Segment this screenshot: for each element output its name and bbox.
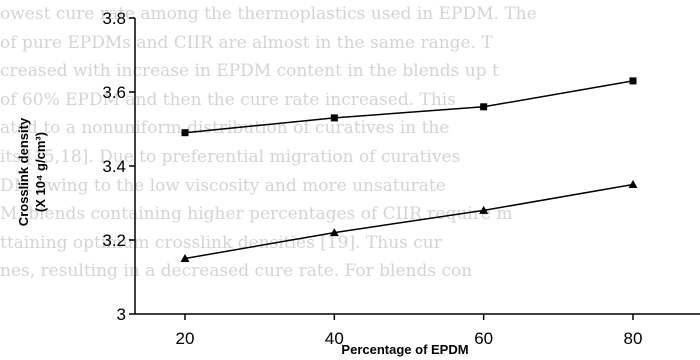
x-tick-label: 40: [325, 329, 344, 348]
background-text-line: DM owing to the low viscosity and more u…: [0, 175, 446, 196]
series-2-point: [180, 254, 190, 262]
background-text-line: of pure EPDMs and CIIR are almost in the…: [0, 32, 493, 53]
series-2-point: [479, 205, 489, 214]
x-tick-label: 80: [624, 329, 643, 348]
y-tick-label: 3.6: [102, 83, 126, 102]
y-tick-label: 3: [117, 305, 126, 324]
y-tick-label: 3.8: [102, 9, 126, 28]
y-axis-title: Crosslink density (X 10⁴ g/cm³): [16, 117, 48, 226]
background-text-line: nes, resulting in a decreased cure rate.…: [0, 261, 473, 282]
series-2-point: [329, 228, 339, 237]
series-1-point: [480, 103, 488, 111]
y-ticks: 3 3.2 3.4 3.6 3.8: [102, 9, 135, 324]
x-ticks: 20 40 60 80: [176, 314, 643, 348]
y-tick-label: 3.2: [102, 231, 126, 250]
y-tick-label: 3.4: [102, 157, 126, 176]
background-text-line: ttaining optimum crosslink densities [19…: [0, 232, 442, 253]
x-tick-label: 60: [474, 329, 493, 348]
background-text-line: M, blends containing higher percentages …: [0, 204, 513, 225]
series-1-point: [181, 129, 189, 137]
x-tick-label: 20: [176, 329, 195, 348]
series-2-line: [184, 183, 634, 260]
background-text-line: its [15,18]. Due to preferential migrati…: [0, 146, 461, 167]
series-2-point: [628, 180, 638, 188]
series-group: [180, 77, 638, 262]
series-1-line: [184, 80, 634, 134]
background-text-line: creased with increase in EPDM content in…: [0, 61, 499, 82]
series-1-point: [629, 77, 637, 85]
series-1-point: [330, 114, 338, 122]
y-axis-title-line2: (X 10⁴ g/cm³): [33, 132, 48, 212]
x-axis-title: Percentage of EPDM: [341, 342, 468, 357]
background-text-line: owest cure rate among the thermoplastics…: [0, 4, 537, 24]
background-text-line: of 60% EPDM and then the cure rate incre…: [0, 89, 456, 110]
y-axis-title-line1: Crosslink density: [16, 117, 31, 226]
